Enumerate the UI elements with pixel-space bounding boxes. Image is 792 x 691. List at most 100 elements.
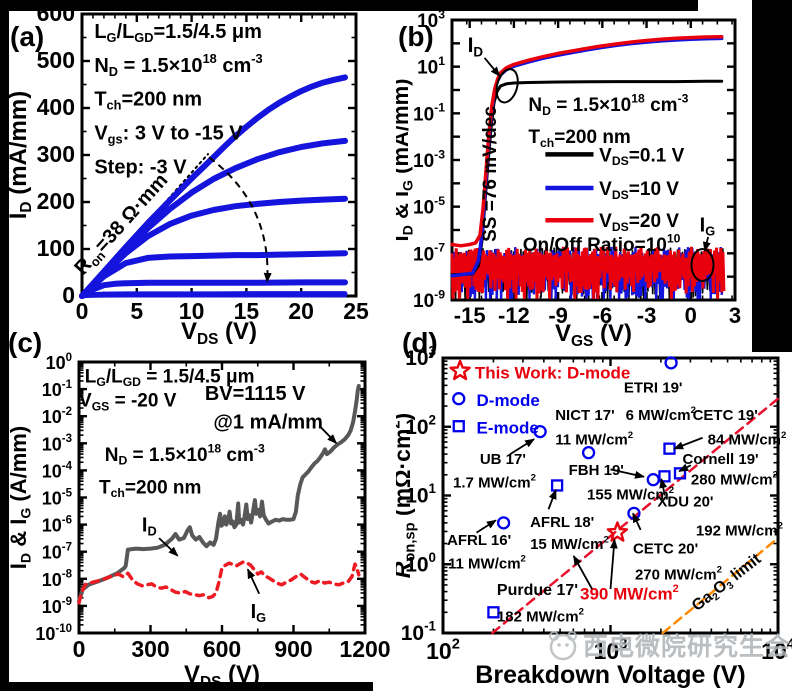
annotation-arrow xyxy=(572,555,593,590)
tick-label: 103 xyxy=(417,7,445,32)
tick-label: 102 xyxy=(405,412,436,439)
tick-label: 10-1 xyxy=(413,101,445,126)
label-fbh-19: FBH 19' xyxy=(569,462,624,479)
panel-c-breakdown-characteristics: 0 300 600 900 1200 100 10-1 10-2 10-3 10-4 10-5 10-… xyxy=(6,330,391,691)
legend-d-mode: D-mode xyxy=(477,391,540,410)
tick-label: 100 xyxy=(37,235,75,261)
label-nict-17: NICT 17' xyxy=(555,407,614,424)
screenshot-border-left xyxy=(0,0,9,691)
label-nd: ND = 1.5×1018 cm-3 xyxy=(105,441,265,467)
label-nd: ND = 1.5×1018 cm-3 xyxy=(94,51,262,79)
axes xyxy=(77,360,367,635)
point-cetc-19 xyxy=(663,442,676,455)
label-purdue-fom: 182 MW/cm2 xyxy=(497,607,584,626)
label-lg-lgd: LG/LGD = 1.5/4.5 μm xyxy=(85,366,255,389)
tick-label: 20 xyxy=(288,298,314,324)
tick-label: -9 xyxy=(548,303,568,328)
tick-label: 100 xyxy=(46,352,72,373)
series-path xyxy=(79,195,348,299)
series-path xyxy=(80,293,347,298)
label-lg-lgd: LG/LGD=1.5/4.5 μm xyxy=(94,21,262,45)
highlight-ellipse xyxy=(495,68,519,104)
label-onoff: On/Off Ratio=1010 xyxy=(523,231,681,256)
tick-label: 10-6 xyxy=(42,515,72,536)
annotation-arrow xyxy=(547,489,557,510)
point-fbh-19 xyxy=(646,473,660,487)
label-afrl18-fom: 15 MW/cm2 xyxy=(530,534,609,553)
tick-label: 102 xyxy=(426,637,460,664)
panel-d-benchmark-plot: 102 103 104 103 102 101 100 10-1 Breakdown Volta… xyxy=(396,330,792,689)
legend-this-work: This Work: D-mode xyxy=(475,364,631,383)
tick-label: 400 xyxy=(37,94,75,120)
legend-vds-20: VDS=20 V xyxy=(599,211,679,234)
point-afrl-16 xyxy=(496,516,511,530)
tick-label: 10-3 xyxy=(42,433,72,454)
annotation-arrow xyxy=(610,468,645,479)
tick-label: 200 xyxy=(37,188,75,214)
label-cetc19-fom: 84 MW/cm2 xyxy=(708,430,787,449)
annotation-arrow xyxy=(483,57,501,77)
x-axis-title: Breakdown Voltage (V) xyxy=(475,661,745,689)
label-ss: SS =76 mV/dec xyxy=(480,106,501,242)
legend-marker-star xyxy=(449,359,471,381)
tick-label: 25 xyxy=(343,298,369,324)
tick-label: 300 xyxy=(131,636,169,662)
panel-b-transfer-characteristics: -15 -12 -9 -6 -3 0 3 103 101 10-1 10-3 10-5 10-7 10-9… xyxy=(396,7,741,348)
panel-label-a: (a) xyxy=(10,21,44,52)
tick-label: 10-5 xyxy=(42,487,73,508)
y-axis-title: ID (mA/mm) xyxy=(5,91,35,219)
series-vgs-minus3v xyxy=(79,195,348,299)
tick-label: 5 xyxy=(130,298,143,324)
screenshot-border-top xyxy=(0,0,698,11)
y-axis-title: Ron,sp (mΩ·cm2) xyxy=(396,413,419,578)
tick-label: 0 xyxy=(62,282,75,308)
tick-label: 10-2 xyxy=(42,406,72,427)
series-ga2o3-limit-line xyxy=(661,536,780,635)
series-path xyxy=(79,279,348,299)
label-xdu-20: XDU 20' xyxy=(657,494,713,511)
tick-label: 1200 xyxy=(339,636,390,662)
label-purdue-17: Purdue 17' xyxy=(497,582,578,599)
annotation-arrow xyxy=(509,438,535,456)
panel-label-c: (c) xyxy=(8,330,42,358)
screenshot-border-bottom xyxy=(0,682,373,691)
series-vgs-minus6v xyxy=(79,250,348,299)
series-ig-noise-red xyxy=(450,246,726,299)
tick-label: 10-8 xyxy=(42,569,73,590)
highlight-ellipse xyxy=(690,248,715,282)
screenshot-border-right-block xyxy=(752,0,792,352)
label-ub-17: UB 17' xyxy=(480,451,526,468)
label-tch: Tch=200 nm xyxy=(99,477,201,500)
annotation-arrow xyxy=(632,512,642,531)
series-path xyxy=(77,560,361,605)
series-id-breakdown xyxy=(77,384,361,604)
series-vgs-minus15v xyxy=(80,293,347,298)
legend-e-mode: E-mode xyxy=(477,419,539,438)
tick-label: 10-1 xyxy=(401,619,437,646)
label-id: ID xyxy=(142,514,157,538)
legend-vds-0p1: VDS=0.1 V xyxy=(599,145,684,168)
tick-label: 10-7 xyxy=(413,241,445,266)
tick-label: -3 xyxy=(637,303,657,328)
label-cornell-19: Cornell 19' xyxy=(683,451,759,468)
annotation-arrow xyxy=(678,463,692,473)
tick-label: 0 xyxy=(76,298,89,324)
label-bv-criterion: @1 mA/mm xyxy=(213,411,323,433)
tick-label: 10-4 xyxy=(42,460,73,481)
tick-label: -6 xyxy=(593,303,613,328)
panel-label-b: (b) xyxy=(398,21,434,52)
series-ig-breakdown xyxy=(77,560,361,605)
marker-star xyxy=(606,521,629,542)
label-ub-fom: 1.7 MW/cm2 xyxy=(453,472,536,491)
point-nict-17 xyxy=(581,446,596,460)
tick-label: 300 xyxy=(37,141,75,167)
legend-marker-square xyxy=(452,420,465,433)
label-bv: BV=1115 V xyxy=(205,383,306,405)
tick-label: 10-3 xyxy=(413,147,445,172)
tick-label: 0 xyxy=(685,303,697,328)
label-id: ID xyxy=(468,34,484,59)
annotation-arrow xyxy=(476,519,497,534)
label-afrl-16: AFRL 16' xyxy=(447,532,511,549)
tick-label: 3 xyxy=(729,303,741,328)
